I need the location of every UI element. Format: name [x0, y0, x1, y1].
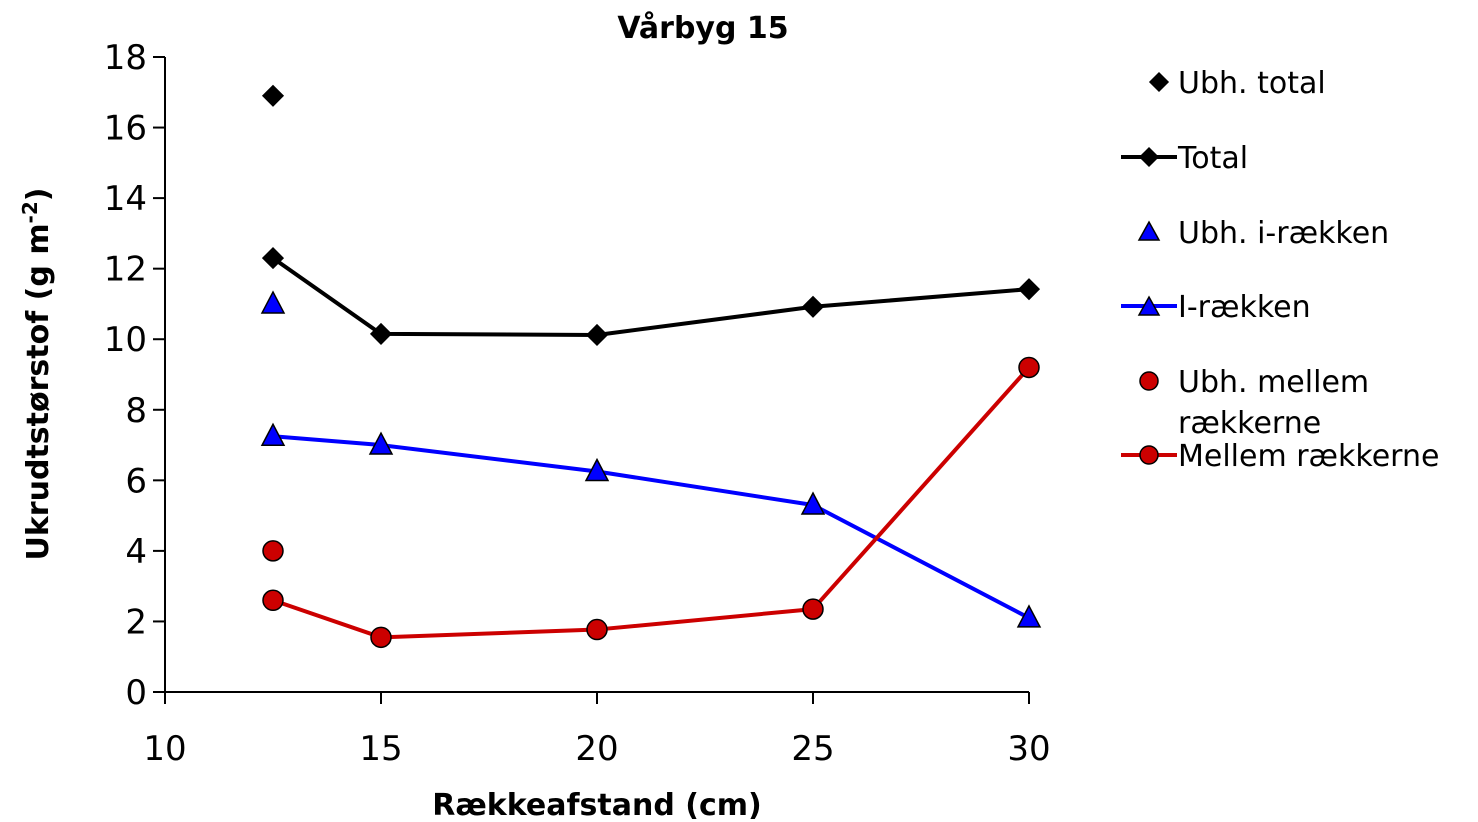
data-point-series-5 — [586, 618, 608, 641]
data-point-series-1 — [1017, 278, 1041, 301]
x-tick-label: 25 — [791, 729, 834, 769]
data-point-series-5 — [802, 598, 824, 620]
data-point-series-3 — [800, 491, 826, 515]
y-axis-title-close: ) — [21, 187, 56, 201]
legend-marker-i-raekken — [1137, 295, 1161, 316]
y-tick-label: 18 — [104, 38, 147, 78]
x-tick-label: 10 — [143, 729, 186, 769]
x-ticks: 10 15 20 25 30 — [143, 692, 1051, 769]
data-point-series-0 — [261, 84, 285, 107]
data-point-series-5 — [1018, 356, 1040, 379]
legend-marker-total — [1138, 146, 1160, 168]
legend-marker-ubh-mellem-raekkerne — [1139, 371, 1159, 391]
legend: Ubh. total Total Ubh. i-rækken I-rækken … — [1121, 66, 1439, 474]
data-point-series-1 — [585, 323, 609, 347]
x-tick-label: 30 — [1007, 729, 1050, 769]
y-ticks: 0 2 4 6 8 10 12 14 16 18 — [104, 38, 165, 713]
y-axis-title-superscript: -2 — [18, 201, 42, 223]
data-point-series-3 — [368, 431, 394, 455]
series-line-5 — [272, 366, 1031, 640]
x-axis-title: Rækkeafstand (cm) — [432, 788, 761, 822]
legend-label-ubh-i-raekken: Ubh. i-rækken — [1178, 216, 1389, 251]
legend-label-mellem-raekkerne: Mellem rækkerne — [1178, 439, 1439, 474]
data-point-series-5 — [262, 589, 284, 612]
y-tick-label: 12 — [104, 250, 147, 290]
legend-label-raekkerne: rækkerne — [1178, 406, 1321, 441]
y-axis-title-main: Ukrudtstørstof (g m — [21, 223, 56, 560]
y-axis-title: Ukrudtstørstof (g m-2) — [18, 187, 56, 560]
data-point-series-3 — [584, 457, 610, 482]
data-point-series-3 — [260, 422, 286, 446]
y-tick-label: 6 — [125, 461, 147, 501]
y-tick-label: 0 — [125, 673, 147, 713]
y-tick-label: 2 — [125, 602, 147, 642]
legend-label-ubh-mellem: Ubh. mellem — [1178, 365, 1369, 400]
legend-label-total: Total — [1177, 141, 1248, 176]
x-tick-label: 15 — [359, 729, 402, 769]
y-tick-label: 4 — [125, 532, 147, 572]
data-point-series-4 — [262, 540, 284, 562]
data-point-series-1 — [261, 247, 285, 270]
chart-title: Vårbyg 15 — [617, 10, 788, 46]
plot-area — [260, 84, 1042, 649]
data-point-series-1 — [369, 322, 393, 345]
legend-marker-ubh-i-raekken — [1137, 220, 1161, 241]
data-point-series-3 — [1016, 604, 1042, 628]
data-point-series-5 — [370, 626, 392, 649]
legend-label-ubh-total: Ubh. total — [1178, 66, 1326, 101]
y-tick-label: 8 — [125, 391, 147, 431]
data-point-series-1 — [801, 295, 825, 318]
series-line-1 — [271, 256, 1030, 337]
y-tick-label: 14 — [104, 179, 147, 219]
legend-marker-mellem-raekkerne — [1139, 445, 1159, 465]
series-line-3 — [272, 434, 1030, 620]
y-tick-label: 10 — [104, 320, 147, 360]
y-tick-label: 16 — [104, 109, 147, 149]
legend-marker-ubh-total — [1148, 71, 1170, 93]
data-point-series-2 — [260, 290, 286, 314]
legend-label-i-raekken: I-rækken — [1178, 290, 1311, 325]
x-tick-label: 20 — [575, 729, 618, 769]
